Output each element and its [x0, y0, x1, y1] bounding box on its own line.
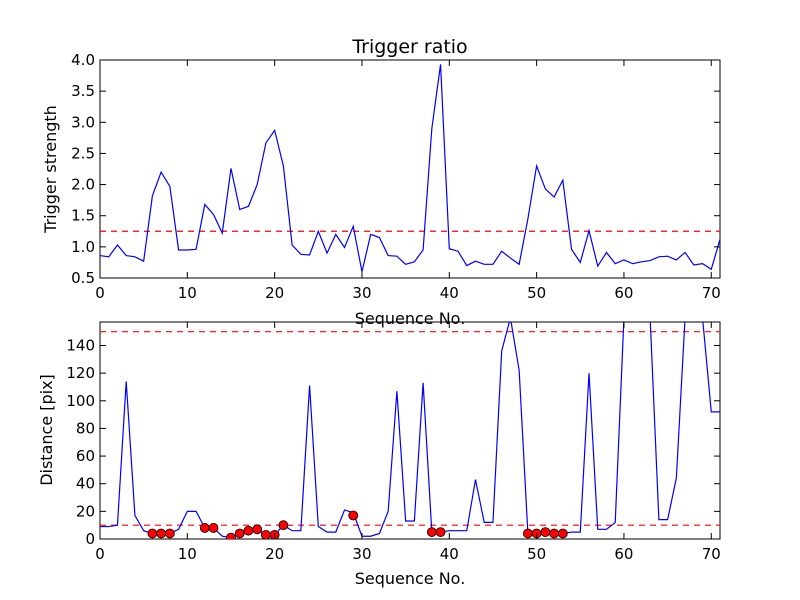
data-point-marker — [435, 527, 446, 537]
plot-area — [100, 64, 720, 272]
data-point-marker — [348, 510, 359, 521]
y-tick-label: 120 — [66, 364, 95, 382]
data-point-marker — [252, 524, 263, 535]
x-tick-label: 10 — [178, 284, 197, 302]
y-axis-label: Trigger strength — [41, 105, 60, 234]
y-tick-label: 60 — [76, 447, 95, 465]
x-tick-label: 50 — [527, 284, 546, 302]
y-tick-label: 40 — [76, 475, 95, 493]
y-tick-label: 4.0 — [71, 51, 95, 69]
trigger-ratio-panel: Trigger ratio 0 10 20 30 40 50 60 70 0.5 1.0 1.5 2.… — [41, 36, 721, 328]
y-tick-label: 2.5 — [71, 144, 95, 162]
y-tick-label: 3.5 — [71, 82, 95, 100]
y-tick-label: 1.5 — [71, 207, 95, 225]
plot-area — [100, 322, 720, 539]
data-point-marker — [522, 528, 533, 539]
y-tick-label: 140 — [66, 336, 95, 354]
x-tick-label: 0 — [95, 545, 105, 563]
y-tick-label: 100 — [66, 392, 95, 410]
data-point-marker — [164, 528, 175, 539]
x-tick-label: 10 — [178, 545, 197, 563]
series-line — [100, 64, 720, 272]
data-point-marker — [557, 528, 568, 539]
data-point-marker — [243, 525, 254, 536]
x-axis-label: Sequence No. — [355, 309, 466, 328]
x-tick-label: 70 — [702, 284, 721, 302]
data-point-marker — [234, 528, 245, 539]
y-tick-label: 0 — [85, 530, 95, 548]
x-tick-label: 40 — [440, 545, 459, 563]
x-tick-label: 50 — [527, 545, 546, 563]
data-point-marker — [426, 527, 437, 537]
data-point-marker — [199, 523, 210, 533]
data-point-marker — [226, 532, 236, 539]
x-tick-label: 30 — [352, 284, 371, 302]
x-tick-label: 20 — [265, 545, 284, 563]
data-point-marker — [261, 529, 271, 539]
x-axis-label: Sequence No. — [355, 569, 466, 588]
y-tick-label: 2.0 — [71, 176, 95, 194]
x-tick-label: 20 — [265, 284, 284, 302]
y-axis-label: Distance [pix] — [37, 374, 56, 486]
y-tick-label: 1.0 — [71, 238, 95, 256]
axis-ticks: 0 10 20 30 40 50 60 70 0.5 1.0 1.5 2.0 2.5 3.0 3.5 4.0 — [71, 51, 721, 302]
data-point-marker — [156, 528, 167, 539]
y-tick-label: 20 — [76, 502, 95, 520]
x-tick-label: 60 — [614, 284, 633, 302]
y-tick-label: 3.0 — [71, 113, 95, 131]
data-point-marker — [540, 527, 551, 537]
data-point-marker — [278, 520, 289, 531]
y-tick-label: 80 — [76, 419, 95, 437]
chart-title: Trigger ratio — [351, 36, 467, 58]
distance-panel: 0 10 20 30 40 50 60 70 0 20 40 60 80 100 120 140 Sequen… — [37, 321, 721, 588]
axis-ticks: 0 10 20 30 40 50 60 70 0 20 40 60 80 100 120 140 — [66, 322, 721, 563]
data-point-marker — [147, 528, 158, 539]
x-tick-label: 60 — [614, 545, 633, 563]
plot-frame — [99, 59, 721, 279]
y-tick-label: 0.5 — [71, 269, 95, 287]
x-tick-label: 70 — [702, 545, 721, 563]
data-point-marker — [208, 523, 219, 533]
plot-frame — [99, 321, 721, 540]
x-tick-label: 30 — [352, 545, 371, 563]
data-point-marker — [549, 528, 559, 539]
x-tick-label: 40 — [440, 284, 459, 302]
x-tick-label: 0 — [95, 284, 105, 302]
